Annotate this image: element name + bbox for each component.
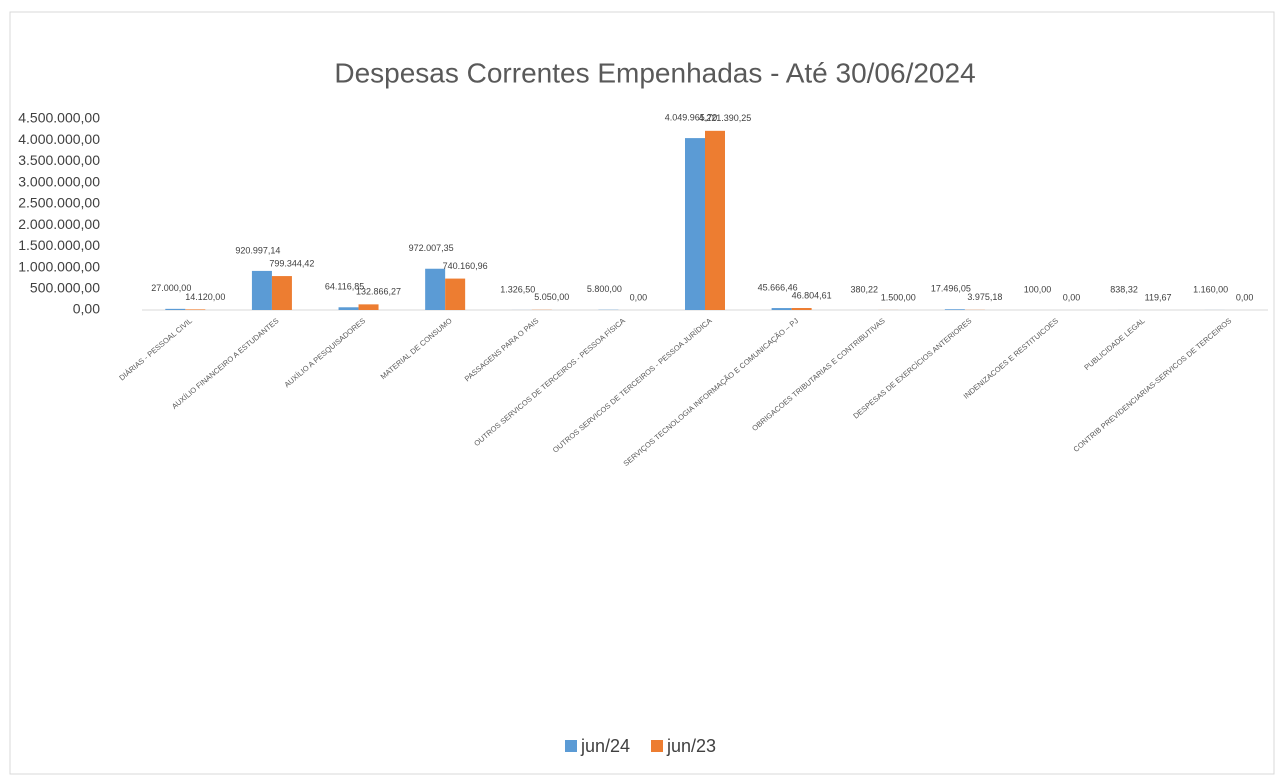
- y-tick-label: 3.500.000,00: [18, 152, 100, 168]
- bar: [338, 307, 359, 310]
- bar: [685, 138, 705, 310]
- value-label: 0,00: [630, 292, 648, 302]
- value-label: 14.120,00: [185, 292, 225, 302]
- bar: [251, 270, 272, 310]
- y-tick-label: 3.000.000,00: [18, 173, 100, 189]
- y-tick-label: 1.500.000,00: [18, 237, 100, 253]
- value-label: 5.800,00: [587, 284, 622, 294]
- legend-swatch: [565, 740, 577, 752]
- bar: [705, 130, 725, 310]
- value-label: 3.975,18: [967, 292, 1002, 302]
- value-label: 64.116,85: [325, 282, 364, 292]
- y-tick-label: 2.000.000,00: [18, 216, 100, 232]
- value-label: 5.050,00: [534, 292, 569, 302]
- y-tick-label: 0,00: [73, 301, 100, 317]
- y-tick-label: 4.500.000,00: [18, 110, 100, 126]
- value-label: 17.496,05: [931, 284, 971, 294]
- value-label: 1.500,00: [881, 292, 916, 302]
- value-label: 46.804,61: [792, 290, 832, 300]
- value-label: 972.007,35: [409, 243, 454, 253]
- bar: [425, 268, 446, 310]
- legend-swatch: [651, 740, 663, 752]
- value-label: 132.866,27: [356, 287, 401, 297]
- value-label: 45.666,46: [758, 282, 798, 292]
- value-label: 1.326,50: [500, 284, 535, 294]
- bar: [771, 308, 792, 310]
- bar: [165, 308, 186, 310]
- value-label: 920.997,14: [235, 245, 280, 255]
- value-label: 838,32: [1110, 284, 1138, 294]
- value-label: 4.049.965,70: [665, 112, 718, 122]
- value-label: 380,22: [850, 284, 878, 294]
- y-tick-label: 2.500.000,00: [18, 195, 100, 211]
- chart-title: Despesas Correntes Empenhadas - Até 30/0…: [334, 57, 975, 88]
- bar: [445, 278, 466, 310]
- legend-label: jun/23: [666, 736, 716, 756]
- value-label: 799.344,42: [269, 258, 314, 268]
- value-label: 740.160,96: [443, 261, 488, 271]
- value-label: 0,00: [1236, 292, 1254, 302]
- legend-label: jun/24: [580, 736, 630, 756]
- bar: [271, 276, 292, 310]
- bar: [185, 309, 206, 310]
- value-label: 0,00: [1063, 292, 1081, 302]
- value-label: 119,67: [1145, 292, 1172, 302]
- value-label: 4.221.390,25: [699, 113, 752, 123]
- value-label: 27.000,00: [151, 283, 191, 293]
- value-label: 1.160,00: [1193, 284, 1228, 294]
- y-tick-label: 1.000.000,00: [18, 258, 100, 274]
- bar: [358, 304, 379, 310]
- y-tick-label: 4.000.000,00: [18, 131, 100, 147]
- bar: [791, 308, 812, 310]
- value-label: 100,00: [1024, 284, 1052, 294]
- chart-frame: [9, 11, 1275, 775]
- bar: [944, 309, 965, 310]
- y-tick-label: 500.000,00: [30, 279, 100, 295]
